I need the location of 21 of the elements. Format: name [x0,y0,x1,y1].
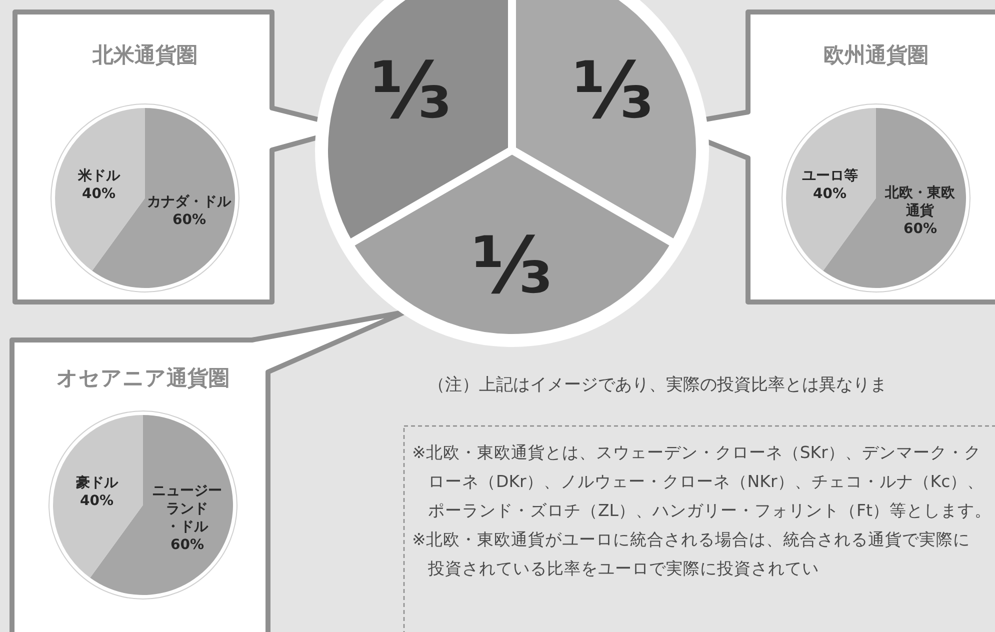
data-label: 40% [813,186,847,202]
slice-label: 北欧・東欧通貨 [884,185,956,220]
slice-label: ニュージーランド・ドル [152,483,222,536]
data-label: 60% [172,212,206,228]
slice-label: 米ドル [76,168,121,184]
data-label: ⅓ [572,46,654,137]
text: ※北欧・東欧通貨がユーロに統合される場合は、統合される通貨で実際に投資されている比率をユーロで実際に投資されてい [412,530,970,578]
slice-label: カナダ・ドル [147,194,232,210]
chart-title: 北米通貨圏 [92,43,198,67]
chart-title: オセアニア通貨圏 [56,366,230,390]
data-label: ⅓ [472,222,552,312]
chart-title: 欧州通貨圏 [824,43,928,67]
data-label: 60% [170,537,204,554]
data-label: ⅓ [370,46,452,137]
data-label: 60% [903,221,937,238]
text: ※北欧・東欧通貨とは、スウェーデン・クローネ（SKr）、デンマーク・クローネ（DKr）、ノルウェー・クローネ（NKr）、チェコ・ルナ（Kc）、ポーランド・ズロチ（ZL）、ハンガリー・フォリント（Ft）等とします。 [412,443,992,520]
text: （注）上記はイメージであり、実際の投資比率とは異なりま [428,375,887,395]
data-label: 40% [82,186,116,202]
data-label: 40% [80,492,114,509]
slice-label: ユーロ等 [802,168,858,184]
slice-label: 豪ドル [74,474,119,491]
